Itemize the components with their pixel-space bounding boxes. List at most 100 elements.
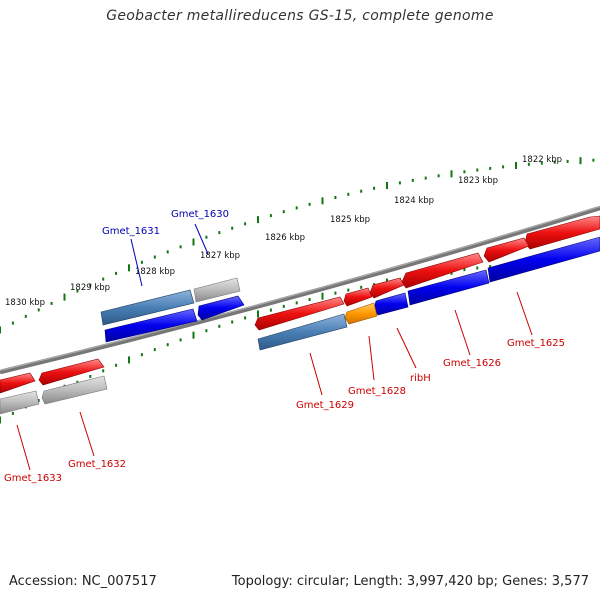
outer-track-tick (166, 250, 169, 254)
reverse-strand-genes (0, 236, 600, 415)
outer-track-tick (192, 238, 195, 246)
outer-track-tick (489, 166, 492, 170)
inner-track-tick (308, 298, 311, 301)
outer-track-tick (527, 162, 530, 166)
gene-label-gmet-1626[interactable]: Gmet_1626 (443, 358, 501, 369)
outer-track-tick (282, 210, 285, 214)
outer-track-tick (0, 326, 1, 334)
outer-track-tick (592, 158, 595, 162)
inner-track-tick (115, 363, 118, 367)
gene-label-gmet-1631[interactable]: Gmet_1631 (102, 226, 160, 237)
outer-track-tick (450, 170, 453, 178)
gene-gmet-1633-arrow[interactable] (0, 372, 36, 394)
gene-gmet-1629-forward[interactable] (343, 287, 373, 307)
outer-track-tick (269, 214, 272, 218)
outer-track-tick (515, 162, 517, 169)
outer-track-tick (566, 159, 569, 163)
kbp-label-1829: 1829 kbp (70, 283, 110, 293)
kbp-label-1824: 1824 kbp (394, 196, 434, 206)
gene-label-gmet-1633[interactable]: Gmet_1633 (4, 473, 62, 484)
gene-gmet-1631-highlight[interactable] (100, 289, 195, 326)
genome-backbone (0, 205, 600, 375)
outer-track-tick (437, 174, 440, 178)
inner-track-tick (360, 285, 363, 289)
gene-gmet-1626-arrow[interactable] (483, 237, 530, 263)
outer-track-tick (128, 264, 130, 272)
inner-track-tick (257, 310, 259, 318)
gene-label-gmet-1628[interactable]: Gmet_1628 (348, 386, 406, 397)
inner-track-tick (37, 399, 40, 402)
inner-track-tick (476, 266, 479, 270)
outer-track-tick (76, 289, 79, 293)
gene-gmet-1630-faded[interactable] (193, 277, 241, 303)
gene-ribh-arrow[interactable] (401, 252, 484, 289)
leader-gmet-1629 (309, 352, 323, 396)
inner-track-tick (218, 324, 221, 328)
gene-gmet-1633-faded[interactable] (0, 390, 40, 415)
kbp-label-1828: 1828 kbp (135, 267, 175, 277)
gene-gmet-1632-faded[interactable] (41, 375, 108, 405)
gene-label-ribh[interactable]: ribH (410, 373, 431, 384)
kbp-label-1826: 1826 kbp (265, 233, 305, 243)
outer-track-tick (347, 192, 350, 196)
leader-gmet-1633 (16, 424, 31, 471)
outer-track-tick (308, 202, 311, 206)
gene-gmet-1626-reverse[interactable] (407, 269, 490, 306)
inner-track-tick (347, 288, 350, 292)
outer-track-tick (244, 222, 247, 226)
inner-track-tick (0, 416, 1, 424)
genome-backbone-highlight (0, 205, 600, 372)
outer-track-tick (540, 161, 543, 165)
outer-arc-genes (100, 277, 245, 343)
outer-track-tick (476, 168, 479, 172)
outer-track-tick (102, 277, 105, 281)
inner-track-tick (295, 301, 298, 305)
outer-track-tick (502, 165, 505, 169)
leader-gmet-1630 (194, 223, 209, 255)
inner-track-tick (269, 308, 272, 312)
gene-ribh-reverse[interactable] (373, 292, 409, 316)
outer-track-tick (553, 160, 556, 164)
outer-tick-track (0, 157, 595, 334)
gene-label-gmet-1625[interactable]: Gmet_1625 (507, 338, 565, 349)
gene-gmet-1631-reverse[interactable] (104, 308, 198, 343)
outer-track-tick (50, 301, 53, 305)
kbp-label-1830: 1830 kbp (5, 298, 45, 308)
leader-gmet-1626 (454, 309, 471, 356)
kbp-label-1827: 1827 kbp (200, 251, 240, 261)
gene-label-gmet-1630[interactable]: Gmet_1630 (171, 209, 229, 220)
inner-track-tick (89, 375, 92, 378)
outer-track-tick (153, 255, 156, 259)
inner-track-tick (463, 268, 466, 272)
accession-label: Accession: NC_007517 (9, 574, 157, 589)
map-title: Geobacter metallireducens GS-15, complet… (106, 8, 494, 24)
gene-gmet-1630-reverse[interactable] (197, 295, 245, 321)
outer-track-tick (140, 260, 143, 264)
gene-gmet-1628-rna[interactable] (344, 302, 378, 325)
gene-gmet-1629-highlight[interactable] (257, 313, 348, 351)
gene-gmet-1625-reverse[interactable] (487, 236, 600, 283)
gene-label-gmet-1629[interactable]: Gmet_1629 (296, 400, 354, 411)
outer-track-tick (257, 216, 259, 224)
inner-track-tick (282, 304, 285, 308)
gene-gmet-1632-arrow[interactable] (38, 358, 105, 386)
gene-label-gmet-1632[interactable]: Gmet_1632 (68, 459, 126, 470)
outer-track-tick (386, 182, 388, 189)
outer-track-tick (37, 308, 40, 312)
outer-track-tick (321, 197, 324, 205)
gene-gmet-1628-forward[interactable] (369, 277, 405, 299)
outer-track-tick (334, 196, 337, 199)
outer-track-tick (231, 226, 234, 230)
outer-track-tick (24, 314, 27, 318)
leader-gmet-1628 (368, 335, 375, 381)
leader-gmet-1632 (79, 411, 95, 457)
outer-track-tick (89, 283, 92, 287)
inner-track-tick (76, 380, 79, 384)
gene-gmet-1629-arrow[interactable] (254, 296, 345, 331)
kbp-label-1823: 1823 kbp (458, 176, 498, 186)
outer-track-tick (63, 293, 66, 301)
outer-track-tick (360, 189, 363, 193)
outer-track-tick (179, 245, 182, 249)
outer-track-tick (295, 206, 298, 210)
